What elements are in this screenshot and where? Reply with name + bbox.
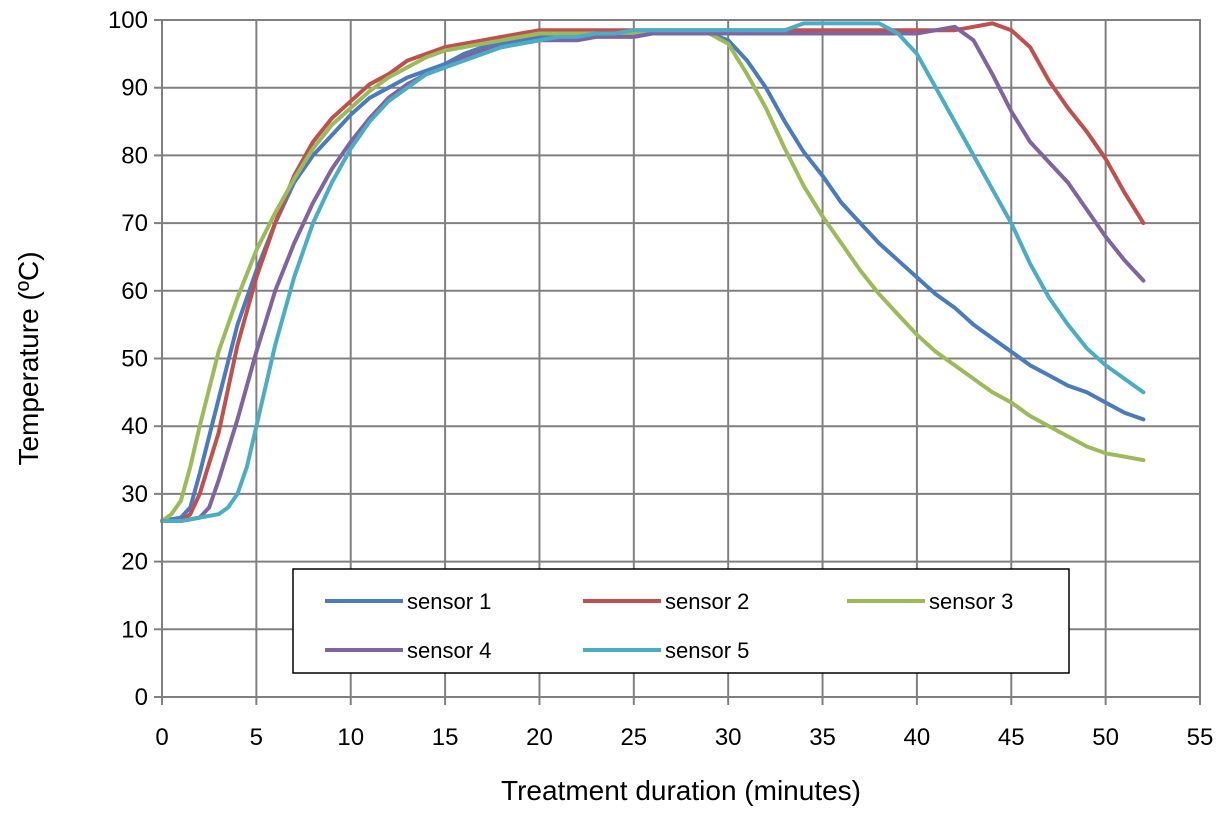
- x-tick-label: 55: [1187, 724, 1214, 751]
- legend-label: sensor 1: [407, 589, 491, 614]
- y-tick-label: 100: [108, 7, 148, 34]
- legend: sensor 1 sensor 2 sensor 3 sensor 4 sensor 5: [292, 568, 1070, 674]
- tick-labels: 0 5 10 15 20 25 30 35 40 45 50 55 0 10 20 30 40 50 60 70 80 9…: [108, 7, 1213, 751]
- x-tick-label: 45: [998, 724, 1025, 751]
- x-tick-label: 20: [526, 724, 553, 751]
- series-line-sensor-4: [160, 24, 1146, 523]
- legend-box: [292, 568, 1070, 674]
- y-tick-label: 30: [121, 481, 148, 508]
- y-tick-label: 70: [121, 210, 148, 237]
- axes: [154, 19, 1201, 705]
- y-axis-title: Temperature (ºC): [13, 251, 44, 465]
- series-lines: [160, 21, 1146, 523]
- x-tick-label: 50: [1092, 724, 1119, 751]
- series-line-sensor-3: [160, 31, 1146, 523]
- x-tick-label: 40: [904, 724, 931, 751]
- x-tick-label: 10: [337, 724, 364, 751]
- legend-label: sensor 2: [665, 589, 749, 614]
- y-tick-label: 0: [135, 684, 148, 711]
- x-tick-label: 5: [250, 724, 263, 751]
- y-tick-label: 50: [121, 346, 148, 373]
- x-tick-label: 0: [155, 724, 168, 751]
- y-tick-label: 80: [121, 142, 148, 169]
- x-tick-label: 30: [715, 724, 742, 751]
- x-axis-title: Treatment duration (minutes): [501, 775, 861, 806]
- series-line-sensor-1: [160, 31, 1146, 523]
- y-tick-label: 10: [121, 616, 148, 643]
- series-line-sensor-5: [160, 21, 1146, 523]
- legend-label: sensor 3: [929, 589, 1013, 614]
- legend-label: sensor 5: [665, 638, 749, 663]
- y-tick-label: 40: [121, 413, 148, 440]
- y-tick-label: 90: [121, 75, 148, 102]
- x-tick-label: 15: [432, 724, 459, 751]
- x-tick-label: 25: [620, 724, 647, 751]
- legend-label: sensor 4: [407, 638, 491, 663]
- y-tick-label: 20: [121, 549, 148, 576]
- series-line-sensor-2: [160, 21, 1146, 523]
- y-tick-label: 60: [121, 278, 148, 305]
- x-tick-label: 35: [809, 724, 836, 751]
